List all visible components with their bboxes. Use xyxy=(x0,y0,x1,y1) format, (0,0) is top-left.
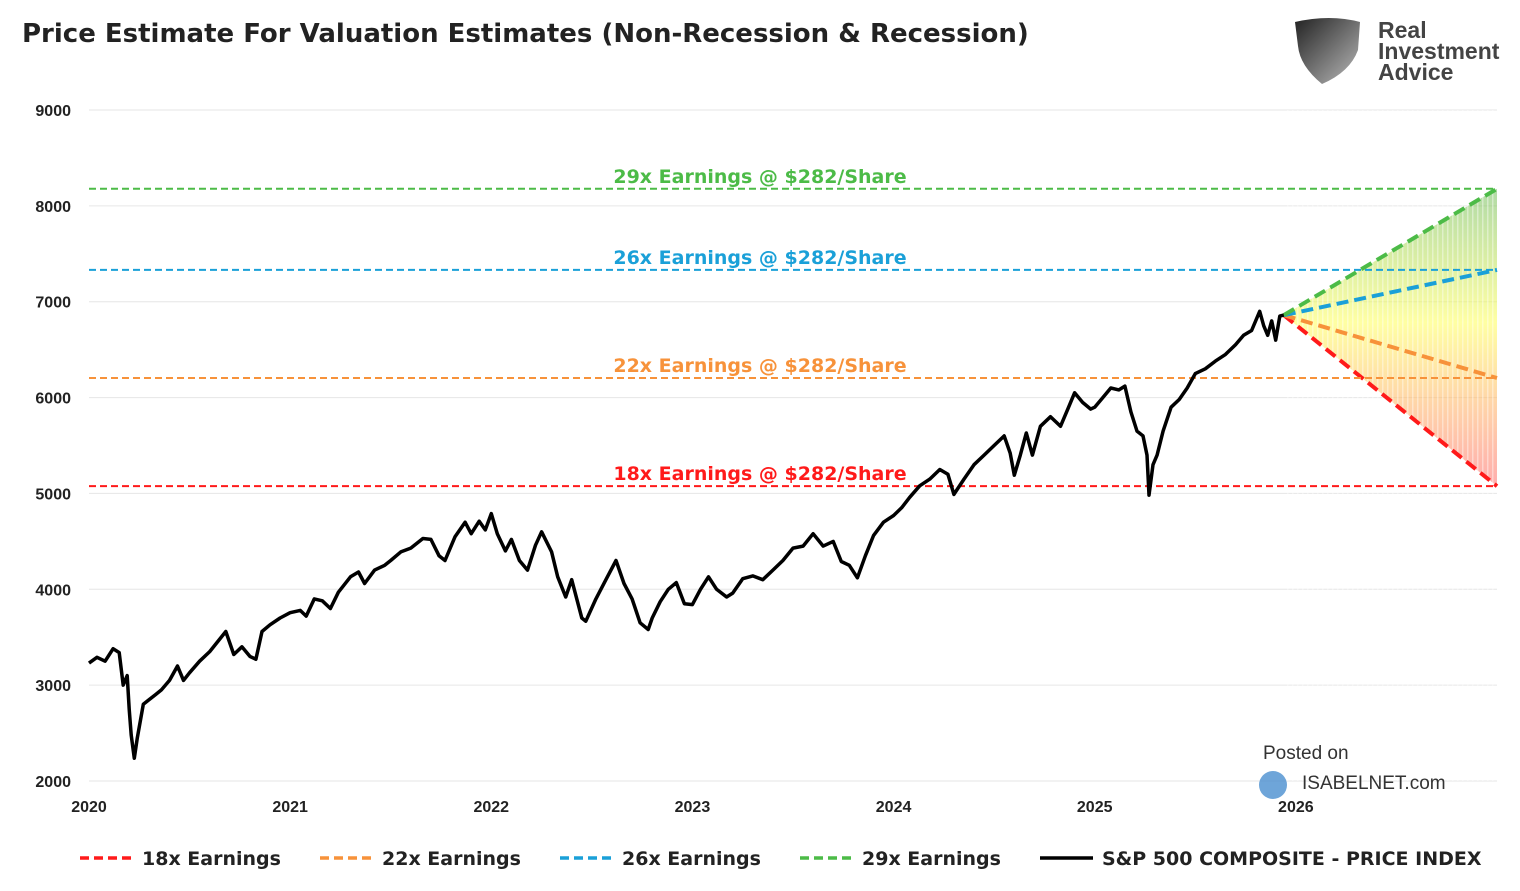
x-tick-label: 2025 xyxy=(1077,799,1113,816)
x-tick-label: 2022 xyxy=(473,799,509,816)
logo: Real Investment Advice xyxy=(1295,17,1500,85)
x-tick-label: 2020 xyxy=(71,799,107,816)
level-label: 26x Earnings @ $282/Share xyxy=(613,247,906,269)
logo-line: Real xyxy=(1378,17,1427,43)
y-tick-label: 8000 xyxy=(35,199,71,216)
x-tick-label: 2026 xyxy=(1278,799,1314,816)
watermark-line: ISABELNET.com xyxy=(1302,773,1446,794)
y-tick-label: 5000 xyxy=(35,486,71,503)
projection-line xyxy=(1282,187,1499,317)
y-tick-label: 3000 xyxy=(35,678,71,695)
y-tick-label: 4000 xyxy=(35,582,71,599)
watermark-line: Posted on xyxy=(1263,743,1349,764)
globe-icon xyxy=(1259,771,1287,799)
legend-label: S&P 500 COMPOSITE - PRICE INDEX xyxy=(1102,848,1482,870)
y-tick-label: 9000 xyxy=(35,103,71,120)
legend: 18x Earnings 22x Earnings 26x Earnings 29x … xyxy=(80,848,1482,870)
level-label: 29x Earnings @ $282/Share xyxy=(613,166,906,188)
eagle-shield-icon xyxy=(1295,18,1360,84)
logo-line: Advice xyxy=(1378,59,1453,85)
legend-label: 26x Earnings xyxy=(622,848,761,870)
legend-label: 29x Earnings xyxy=(862,848,1001,870)
projection-fan xyxy=(1283,188,1497,487)
chart-title: Price Estimate For Valuation Estimates (… xyxy=(22,19,1029,49)
watermark: Posted on ISABELNET.com xyxy=(1259,743,1446,799)
x-tick-label: 2021 xyxy=(272,799,308,816)
projection-line xyxy=(1282,313,1499,488)
y-tick-label: 6000 xyxy=(35,391,71,408)
legend-label: 18x Earnings xyxy=(142,848,281,870)
logo-line: Investment xyxy=(1378,38,1500,64)
y-tick-label: 2000 xyxy=(35,774,71,791)
legend-label: 22x Earnings xyxy=(382,848,521,870)
level-label: 22x Earnings @ $282/Share xyxy=(613,355,906,377)
x-tick-label: 2023 xyxy=(675,799,711,816)
sp500-line xyxy=(87,309,1285,761)
y-tick-label: 7000 xyxy=(35,295,71,312)
projection-line xyxy=(1283,313,1498,380)
projection-line xyxy=(1283,267,1498,318)
level-label: 18x Earnings @ $282/Share xyxy=(613,463,906,485)
x-tick-label: 2024 xyxy=(876,799,912,816)
